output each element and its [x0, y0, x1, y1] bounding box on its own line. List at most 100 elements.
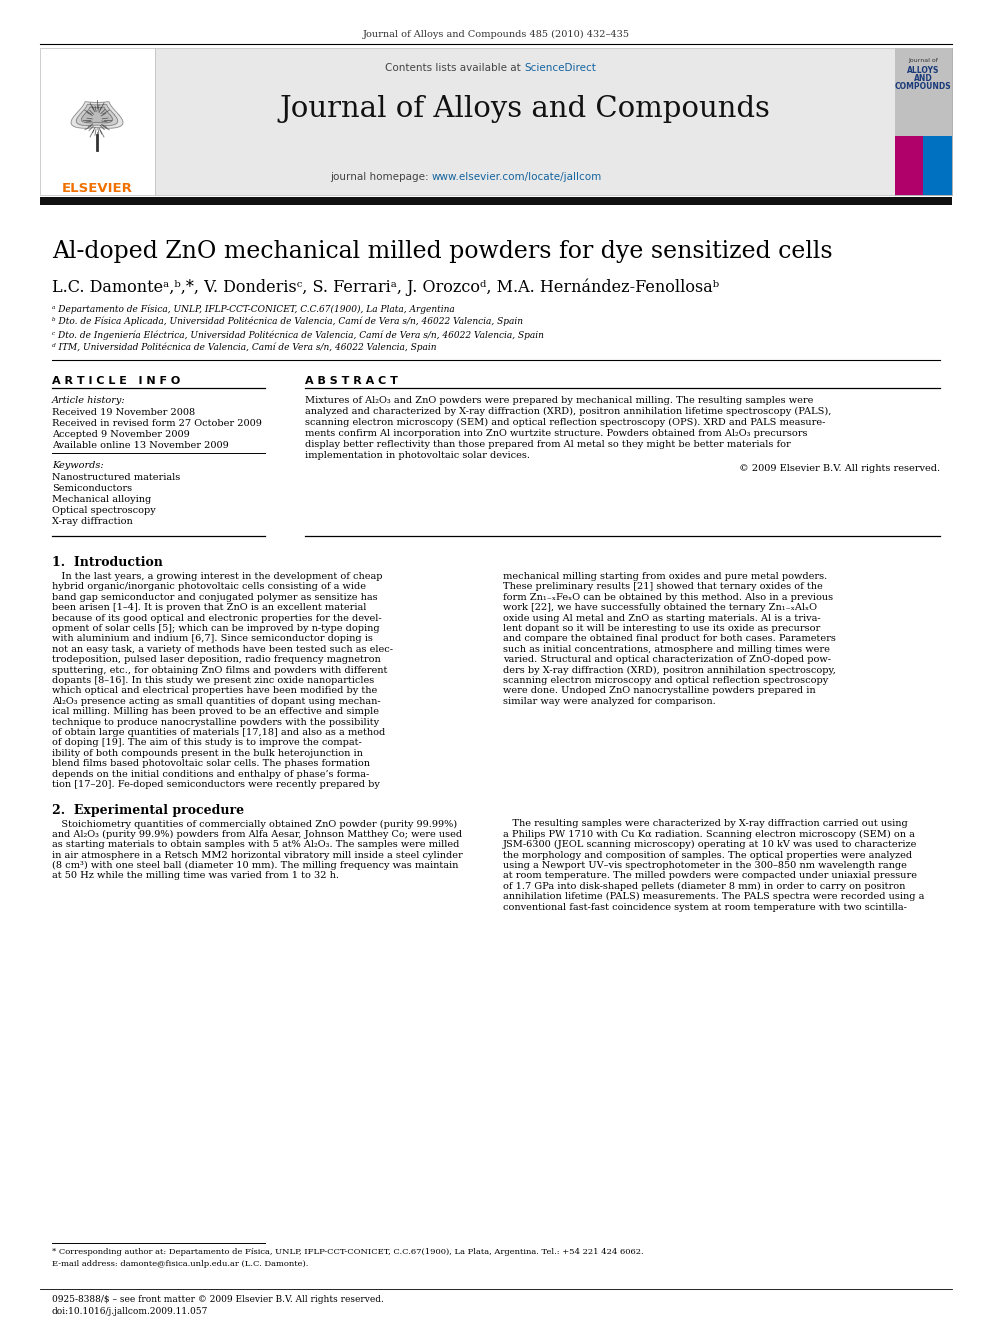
Bar: [923, 136, 952, 194]
Text: Journal of: Journal of: [908, 58, 938, 64]
Text: of 1.7 GPa into disk-shaped pellets (diameter 8 mm) in order to carry on positro: of 1.7 GPa into disk-shaped pellets (dia…: [503, 882, 906, 890]
Text: conventional fast-fast coincidence system at room temperature with two scintilla: conventional fast-fast coincidence syste…: [503, 902, 907, 912]
Text: varied. Structural and optical characterization of ZnO-doped pow-: varied. Structural and optical character…: [503, 655, 831, 664]
Polygon shape: [76, 105, 118, 126]
Text: 2.  Experimental procedure: 2. Experimental procedure: [52, 804, 244, 818]
Text: which optical and electrical properties have been modified by the: which optical and electrical properties …: [52, 687, 377, 696]
Bar: [40, 48, 155, 194]
Text: such as initial concentrations, atmosphere and milling times were: such as initial concentrations, atmosphe…: [503, 644, 830, 654]
Text: trodeposition, pulsed laser deposition, radio frequency magnetron: trodeposition, pulsed laser deposition, …: [52, 655, 381, 664]
Text: journal homepage:: journal homepage:: [330, 172, 432, 183]
Text: mechanical milling starting from oxides and pure metal powders.: mechanical milling starting from oxides …: [503, 572, 827, 581]
Text: ical milling. Milling has been proved to be an effective and simple: ical milling. Milling has been proved to…: [52, 708, 379, 716]
Text: doi:10.1016/j.jallcom.2009.11.057: doi:10.1016/j.jallcom.2009.11.057: [52, 1307, 208, 1316]
Text: ibility of both compounds present in the bulk heterojunction in: ibility of both compounds present in the…: [52, 749, 363, 758]
Text: Contents lists available at: Contents lists available at: [385, 64, 524, 73]
Text: JSM-6300 (JEOL scanning microscopy) operating at 10 kV was used to characterize: JSM-6300 (JEOL scanning microscopy) oper…: [503, 840, 918, 849]
Text: of doping [19]. The aim of this study is to improve the compat-: of doping [19]. The aim of this study is…: [52, 738, 362, 747]
Text: ScienceDirect: ScienceDirect: [524, 64, 596, 73]
Text: ments confirm Al incorporation into ZnO wurtzite structure. Powders obtained fro: ments confirm Al incorporation into ZnO …: [305, 429, 807, 438]
Text: Al₂O₃ presence acting as small quantities of dopant using mechan-: Al₂O₃ presence acting as small quantitie…: [52, 697, 381, 705]
Text: ᶜ Dto. de Ingeniería Eléctrica, Universidad Politécnica de Valencia, Camí de Ver: ᶜ Dto. de Ingeniería Eléctrica, Universi…: [52, 329, 544, 340]
Text: at room temperature. The milled powders were compacted under uniaxial pressure: at room temperature. The milled powders …: [503, 872, 917, 880]
Text: analyzed and characterized by X-ray diffraction (XRD), positron annihilation lif: analyzed and characterized by X-ray diff…: [305, 407, 831, 417]
Text: and compare the obtained final product for both cases. Parameters: and compare the obtained final product f…: [503, 635, 836, 643]
Text: 1.  Introduction: 1. Introduction: [52, 556, 163, 569]
Text: © 2009 Elsevier B.V. All rights reserved.: © 2009 Elsevier B.V. All rights reserved…: [739, 464, 940, 474]
Text: Journal of Alloys and Compounds: Journal of Alloys and Compounds: [280, 95, 771, 123]
Text: Received in revised form 27 October 2009: Received in revised form 27 October 2009: [52, 419, 262, 429]
Text: X-ray diffraction: X-ray diffraction: [52, 517, 133, 527]
Text: ᵈ ITM, Universidad Politécnica de Valencia, Camí de Vera s/n, 46022 Valencia, Sp: ᵈ ITM, Universidad Politécnica de Valenc…: [52, 343, 436, 352]
Text: display better reflectivity than those prepared from Al metal so they might be b: display better reflectivity than those p…: [305, 441, 791, 448]
Text: Received 19 November 2008: Received 19 November 2008: [52, 407, 195, 417]
Text: Mechanical alloying: Mechanical alloying: [52, 495, 151, 504]
Text: technique to produce nanocrystalline powders with the possibility: technique to produce nanocrystalline pow…: [52, 717, 379, 726]
Text: dopants [8–16]. In this study we present zinc oxide nanoparticles: dopants [8–16]. In this study we present…: [52, 676, 374, 685]
Text: in air atmosphere in a Retsch MM2 horizontal vibratory mill inside a steel cylin: in air atmosphere in a Retsch MM2 horizo…: [52, 851, 462, 860]
Text: oxide using Al metal and ZnO as starting materials. Al is a triva-: oxide using Al metal and ZnO as starting…: [503, 614, 820, 623]
Text: at 50 Hz while the milling time was varied from 1 to 32 h.: at 50 Hz while the milling time was vari…: [52, 872, 339, 880]
Text: * Corresponding author at: Departamento de Física, UNLP, IFLP-CCT-CONICET, C.C.6: * Corresponding author at: Departamento …: [52, 1248, 644, 1256]
Text: similar way were analyzed for comparison.: similar way were analyzed for comparison…: [503, 697, 716, 705]
Polygon shape: [81, 107, 113, 123]
Text: www.elsevier.com/locate/jallcom: www.elsevier.com/locate/jallcom: [432, 172, 602, 183]
Text: band gap semiconductor and conjugated polymer as sensitize has: band gap semiconductor and conjugated po…: [52, 593, 378, 602]
Text: using a Newport UV–vis spectrophotometer in the 300–850 nm wavelength range: using a Newport UV–vis spectrophotometer…: [503, 861, 907, 871]
Text: the morphology and composition of samples. The optical properties were analyzed: the morphology and composition of sample…: [503, 851, 912, 860]
Text: implementation in photovoltaic solar devices.: implementation in photovoltaic solar dev…: [305, 451, 530, 460]
Text: blend films based photovoltaic solar cells. The phases formation: blend films based photovoltaic solar cel…: [52, 759, 370, 769]
Text: A R T I C L E   I N F O: A R T I C L E I N F O: [52, 376, 181, 386]
Text: because of its good optical and electronic properties for the devel-: because of its good optical and electron…: [52, 614, 382, 623]
Text: Nanostructured materials: Nanostructured materials: [52, 474, 181, 482]
Text: The resulting samples were characterized by X-ray diffraction carried out using: The resulting samples were characterized…: [503, 819, 908, 828]
Text: lent dopant so it will be interesting to use its oxide as precursor: lent dopant so it will be interesting to…: [503, 624, 820, 632]
Text: A B S T R A C T: A B S T R A C T: [305, 376, 398, 386]
Text: Accepted 9 November 2009: Accepted 9 November 2009: [52, 430, 189, 439]
Text: ᵃ Departamento de Física, UNLP, IFLP-CCT-CONICET, C.C.67(1900), La Plata, Argent: ᵃ Departamento de Física, UNLP, IFLP-CCT…: [52, 304, 454, 314]
Text: ALLOYS: ALLOYS: [907, 66, 939, 75]
Text: not an easy task, a variety of methods have been tested such as elec-: not an easy task, a variety of methods h…: [52, 644, 393, 654]
Text: Keywords:: Keywords:: [52, 460, 103, 470]
Text: tion [17–20]. Fe-doped semiconductors were recently prepared by: tion [17–20]. Fe-doped semiconductors we…: [52, 781, 380, 789]
Bar: [155, 48, 895, 194]
Text: ELSEVIER: ELSEVIER: [62, 183, 133, 194]
Text: Optical spectroscopy: Optical spectroscopy: [52, 505, 156, 515]
Text: Available online 13 November 2009: Available online 13 November 2009: [52, 441, 229, 450]
Text: a Philips PW 1710 with Cu Kα radiation. Scanning electron microscopy (SEM) on a: a Philips PW 1710 with Cu Kα radiation. …: [503, 830, 915, 839]
Text: Journal of Alloys and Compounds 485 (2010) 432–435: Journal of Alloys and Compounds 485 (201…: [362, 30, 630, 40]
Text: with aluminium and indium [6,7]. Since semiconductor doping is: with aluminium and indium [6,7]. Since s…: [52, 635, 373, 643]
Bar: [895, 48, 952, 194]
Text: and Al₂O₃ (purity 99.9%) powders from Alfa Aesar, Johnson Matthey Co; were used: and Al₂O₃ (purity 99.9%) powders from Al…: [52, 830, 462, 839]
Bar: [895, 48, 952, 136]
Text: ᵇ Dto. de Física Aplicada, Universidad Politécnica de Valencia, Camí de Vera s/n: ᵇ Dto. de Física Aplicada, Universidad P…: [52, 318, 523, 327]
Text: Mixtures of Al₂O₃ and ZnO powders were prepared by mechanical milling. The resul: Mixtures of Al₂O₃ and ZnO powders were p…: [305, 396, 813, 405]
Text: 0925-8388/$ – see front matter © 2009 Elsevier B.V. All rights reserved.: 0925-8388/$ – see front matter © 2009 El…: [52, 1295, 384, 1304]
Text: scanning electron microscopy and optical reflection spectroscopy: scanning electron microscopy and optical…: [503, 676, 828, 685]
Text: sputtering, etc., for obtaining ZnO films and powders with different: sputtering, etc., for obtaining ZnO film…: [52, 665, 387, 675]
Text: ders by X-ray diffraction (XRD), positron annihilation spectroscopy,: ders by X-ray diffraction (XRD), positro…: [503, 665, 836, 675]
Text: (8 cm³) with one steel ball (diameter 10 mm). The milling frequency was maintain: (8 cm³) with one steel ball (diameter 10…: [52, 861, 458, 871]
Text: COMPOUNDS: COMPOUNDS: [895, 82, 951, 91]
Text: annihilation lifetime (PALS) measurements. The PALS spectra were recorded using : annihilation lifetime (PALS) measurement…: [503, 892, 925, 901]
Text: hybrid organic/inorganic photovoltaic cells consisting of a wide: hybrid organic/inorganic photovoltaic ce…: [52, 582, 366, 591]
Text: In the last years, a growing interest in the development of cheap: In the last years, a growing interest in…: [52, 572, 383, 581]
Text: depends on the initial conditions and enthalpy of phase’s forma-: depends on the initial conditions and en…: [52, 770, 369, 779]
Text: These preliminary results [21] showed that ternary oxides of the: These preliminary results [21] showed th…: [503, 582, 822, 591]
Text: Article history:: Article history:: [52, 396, 126, 405]
Text: as starting materials to obtain samples with 5 at% Al₂O₃. The samples were mille: as starting materials to obtain samples …: [52, 840, 459, 849]
Text: opment of solar cells [5]; which can be improved by n-type doping: opment of solar cells [5]; which can be …: [52, 624, 380, 632]
Text: Semiconductors: Semiconductors: [52, 484, 132, 493]
Text: AND: AND: [914, 74, 932, 83]
Text: were done. Undoped ZnO nanocrystalline powders prepared in: were done. Undoped ZnO nanocrystalline p…: [503, 687, 815, 696]
Bar: [40, 197, 952, 205]
Text: L.C. Damonteᵃ,ᵇ,*, V. Donderisᶜ, S. Ferrariᵃ, J. Orozcoᵈ, M.A. Hernández-Fenollo: L.C. Damonteᵃ,ᵇ,*, V. Donderisᶜ, S. Ferr…: [52, 278, 719, 295]
Polygon shape: [71, 102, 123, 128]
Text: been arisen [1–4]. It is proven that ZnO is an excellent material: been arisen [1–4]. It is proven that ZnO…: [52, 603, 366, 613]
Text: of obtain large quantities of materials [17,18] and also as a method: of obtain large quantities of materials …: [52, 728, 385, 737]
Text: Al-doped ZnO mechanical milled powders for dye sensitized cells: Al-doped ZnO mechanical milled powders f…: [52, 239, 832, 263]
Text: E-mail address: damonte@fisica.unlp.edu.ar (L.C. Damonte).: E-mail address: damonte@fisica.unlp.edu.…: [52, 1259, 309, 1267]
Bar: [895, 136, 923, 194]
Text: form Zn₁₋ₓFeₓO can be obtained by this method. Also in a previous: form Zn₁₋ₓFeₓO can be obtained by this m…: [503, 593, 833, 602]
Text: work [22], we have successfully obtained the ternary Zn₁₋ₓAlₓO: work [22], we have successfully obtained…: [503, 603, 817, 613]
